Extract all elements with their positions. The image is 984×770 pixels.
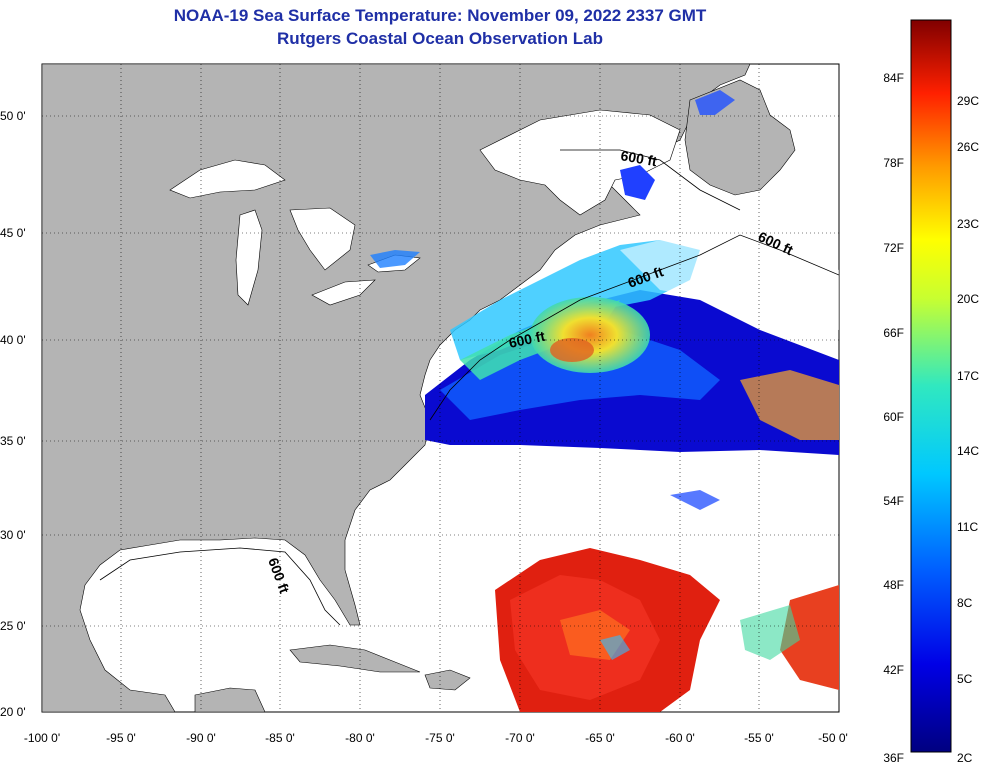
lat-label: 20 0' [0,705,26,719]
contour-label-1: 600 ft [619,147,658,169]
map-subtitle: Rutgers Coastal Ocean Observation Lab [277,29,603,48]
lon-label: -55 0' [744,731,774,745]
land-cuba [289,644,421,673]
map-title: NOAA-19 Sea Surface Temperature: Novembe… [173,6,707,25]
lon-label: -100 0' [24,731,60,745]
lon-label: -50 0' [818,731,848,745]
lake-huron [289,207,356,271]
colorbar-c-label: 2C [957,751,973,765]
colorbar-c-label: 29C [957,94,979,108]
sst-north-band [370,90,839,455]
lat-label: 35 0' [0,434,26,448]
lake-michigan [235,209,263,306]
contour-600ft-bay [560,149,741,211]
colorbar-c-label: 20C [957,292,979,306]
lake-erie [311,279,376,306]
graticule [42,64,839,712]
land-yucatan [194,687,266,712]
colorbar-f-label: 36F [883,751,904,765]
sst-south-band [495,490,839,712]
lon-label: -80 0' [345,731,375,745]
colorbar-f-label: 66F [883,326,904,340]
colorbar-c-label: 5C [957,672,973,686]
colorbar-c-label: 26C [957,140,979,154]
lon-label: -90 0' [186,731,216,745]
colorbar-c-label: 11C [957,520,978,534]
lat-label: 25 0' [0,619,26,633]
longitude-labels: -100 0' -95 0' -90 0' -85 0' -80 0' -75 … [24,731,848,745]
lake-superior [169,159,286,199]
colorbar [910,19,952,753]
colorbar-c-label: 14C [957,444,979,458]
land-hispaniola [424,669,471,691]
colorbar-c-label: 17C [957,369,979,383]
lat-label: 50 0' [0,109,26,123]
colorbar-f-label: 78F [883,156,904,170]
colorbar-c-label: 23C [957,217,979,231]
contour-label-4: 600 ft [507,328,546,351]
colorbar-f-label: 72F [883,241,904,255]
lat-label: 45 0' [0,226,26,240]
lat-label: 40 0' [0,333,26,347]
colorbar-c-label: 8C [957,596,973,610]
colorbar-f-label: 60F [883,410,904,424]
lon-label: -75 0' [425,731,455,745]
contour-600ft-gulf [99,547,341,626]
lon-label: -85 0' [265,731,295,745]
colorbar-f-label: 84F [883,71,904,85]
lon-label: -60 0' [665,731,695,745]
gulf-st-lawrence [479,109,681,216]
lon-label: -95 0' [106,731,136,745]
colorbar-f-labels: 84F 78F 72F 66F 60F 54F 48F 42F 36F [883,71,904,765]
lat-label: 30 0' [0,528,26,542]
lon-label: -70 0' [505,731,535,745]
colorbar-f-label: 42F [883,663,904,677]
lon-label: -65 0' [585,731,615,745]
colorbar-c-labels: 29C 26C 23C 20C 17C 14C 11C 8C 5C 2C [957,94,979,765]
latitude-labels: 50 0' 45 0' 40 0' 35 0' 30 0' 25 0' 20 0… [0,109,26,719]
colorbar-f-label: 48F [883,578,904,592]
colorbar-f-label: 54F [883,494,904,508]
